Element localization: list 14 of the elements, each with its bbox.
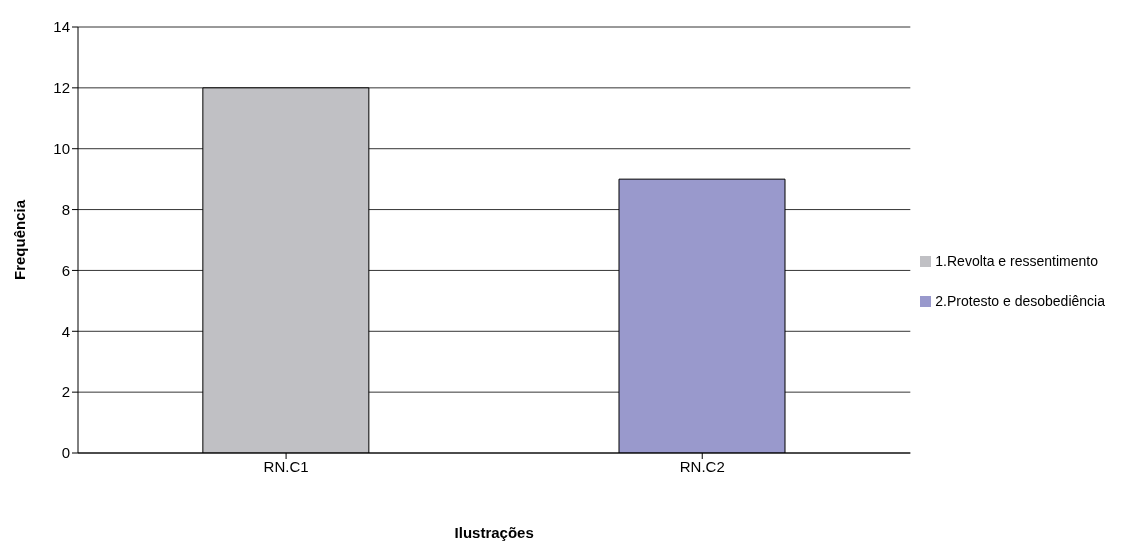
y-tick-label: 0 — [61, 444, 70, 462]
x-tick-label: RN.C1 — [263, 457, 309, 475]
legend-label: 2.Protesto e desobediência — [935, 292, 1105, 309]
x-tick-label: RN.C2 — [679, 457, 725, 475]
y-tick-label: 12 — [53, 79, 70, 97]
legend-label: 1.Revolta e ressentimento — [935, 252, 1098, 269]
y-tick-label: 4 — [61, 322, 70, 340]
y-tick-label: 14 — [53, 18, 70, 36]
y-tick-label: 2 — [61, 383, 70, 401]
y-tick-label: 10 — [53, 140, 70, 158]
y-tick-label: 6 — [61, 261, 70, 279]
x-axis-title: Ilustrações — [454, 524, 534, 541]
y-tick-label: 8 — [61, 200, 70, 218]
y-axis-title: Frequência — [11, 199, 29, 281]
